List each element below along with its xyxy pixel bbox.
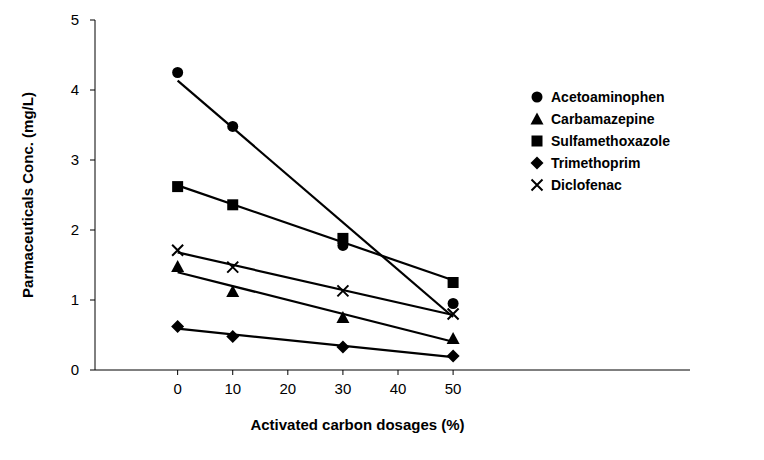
x-axis-title: Activated carbon dosages (%) (250, 416, 464, 433)
x-tick-label: 10 (224, 380, 241, 397)
y-tick (90, 230, 95, 231)
data-point (227, 262, 238, 273)
data-point (448, 309, 459, 320)
legend-marker (532, 136, 543, 147)
x-tick-label: 30 (335, 380, 352, 397)
legend: Acetoaminophen Carbamazepine Sulfamethoxaz… (531, 89, 671, 193)
legend-marker (531, 113, 544, 125)
y-tick (90, 300, 95, 301)
legend-label: Sulfamethoxazole (551, 133, 670, 149)
trend-line (178, 252, 453, 315)
data-point (448, 277, 459, 288)
data-point (171, 320, 184, 333)
data-point (448, 298, 459, 309)
y-tick (90, 370, 95, 371)
data-point (227, 199, 238, 210)
y-axis-title: Parmaceuticals Conc. (mg/L) (19, 92, 36, 298)
data-point (226, 330, 239, 343)
legend-marker (532, 92, 543, 103)
y-tick-label: 4 (71, 81, 79, 98)
x-tick (287, 370, 288, 375)
x-tick (177, 370, 178, 375)
data-point (336, 311, 349, 323)
y-axis (95, 20, 96, 370)
x-tick (342, 370, 343, 375)
data-point (447, 350, 460, 363)
y-tick (90, 160, 95, 161)
legend-label: Trimethoprim (551, 155, 640, 171)
legend-label: Diclofenac (551, 177, 622, 193)
data-point (171, 260, 184, 272)
trend-line (178, 329, 453, 357)
x-tick-label: 50 (445, 380, 462, 397)
x-axis (95, 370, 690, 371)
data-point (172, 245, 183, 256)
data-point (226, 285, 239, 297)
y-tick (90, 20, 95, 21)
x-tick (398, 370, 399, 375)
legend-label: Carbamazepine (551, 111, 655, 127)
x-tick-label: 40 (390, 380, 407, 397)
data-point (337, 285, 348, 296)
y-tick-label: 3 (71, 151, 79, 168)
legend-marker (532, 180, 543, 191)
y-tick (90, 90, 95, 91)
x-tick (453, 370, 454, 375)
data-point (336, 340, 349, 353)
data-point (227, 121, 238, 132)
y-tick-label: 5 (71, 11, 79, 28)
legend-label: Acetoaminophen (551, 89, 665, 105)
y-tick-label: 0 (71, 361, 79, 378)
x-tick-label: 0 (173, 380, 181, 397)
x-tick-label: 20 (279, 380, 296, 397)
data-point (172, 181, 183, 192)
data-point (172, 67, 183, 78)
legend-marker (531, 157, 544, 170)
data-point (447, 332, 460, 344)
x-tick (232, 370, 233, 375)
data-point (337, 233, 348, 244)
trend-line (178, 185, 453, 280)
y-tick-label: 1 (71, 291, 79, 308)
y-tick-label: 2 (71, 221, 79, 238)
plot-area (171, 67, 459, 363)
